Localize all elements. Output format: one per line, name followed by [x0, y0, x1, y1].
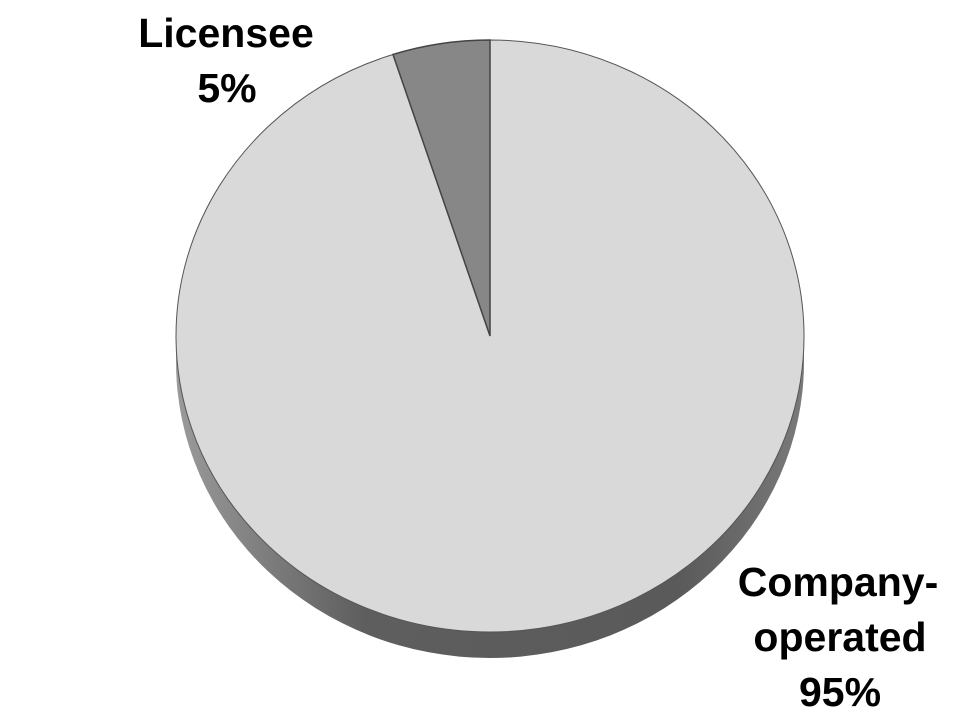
label-licensee: Licensee [138, 10, 314, 56]
pie-slice-licensee [392, 39, 491, 337]
label-licensee-value: 5% [197, 65, 256, 111]
label-company-operated-value: 95% [799, 669, 881, 715]
label-company-operated-line1: Company- [738, 559, 938, 605]
label-company-operated-line2: operated [753, 614, 926, 660]
